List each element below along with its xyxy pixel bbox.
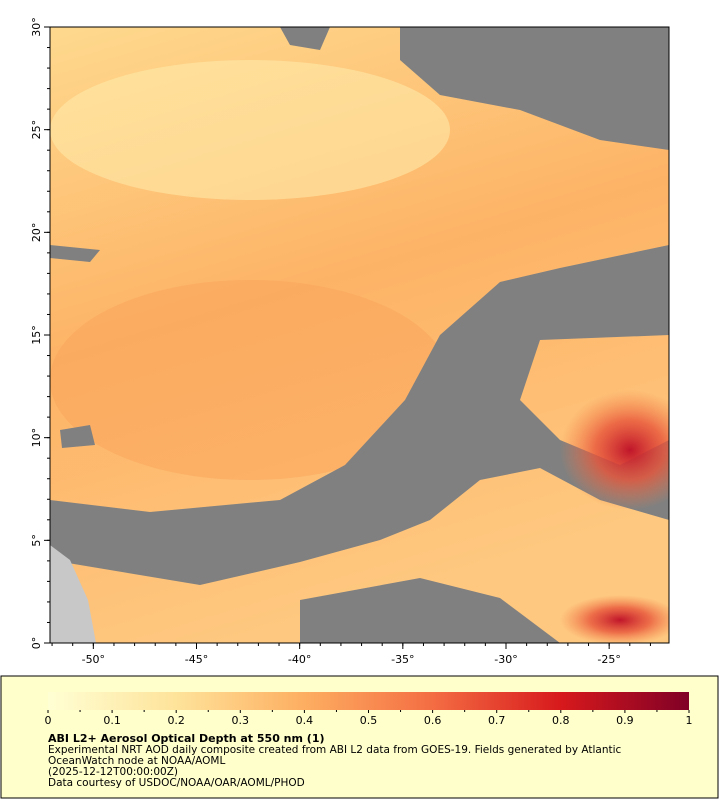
x-tick-label: -45° bbox=[185, 653, 208, 666]
x-tick-label: -40° bbox=[288, 653, 311, 666]
colorbar-tick-label: 0.3 bbox=[232, 714, 250, 727]
colorbar-tick-label: 0.1 bbox=[103, 714, 121, 727]
colorbar-tick-label: 0.4 bbox=[296, 714, 314, 727]
caption-line: (2025-12-12T00:00:00Z) bbox=[48, 766, 178, 778]
y-tick-label: 5° bbox=[30, 534, 43, 547]
aod-map bbox=[50, 27, 669, 643]
colorbar-tick-label: 0.5 bbox=[360, 714, 378, 727]
colorbar bbox=[48, 692, 689, 710]
y-tick-label: 0° bbox=[30, 637, 43, 650]
colorbar-tick-label: 0.7 bbox=[488, 714, 506, 727]
caption-line: OceanWatch node at NOAA/AOML bbox=[48, 755, 225, 767]
x-tick-label: -30° bbox=[494, 653, 517, 666]
x-tick-label: -35° bbox=[391, 653, 414, 666]
y-tick-label: 25° bbox=[30, 120, 43, 140]
colorbar-tick-label: 1 bbox=[686, 714, 693, 727]
y-tick-label: 10° bbox=[30, 428, 43, 448]
colorbar-tick-label: 0.8 bbox=[552, 714, 570, 727]
y-tick-label: 30° bbox=[30, 17, 43, 37]
colorbar-tick-label: 0.9 bbox=[616, 714, 634, 727]
colorbar-tick-label: 0 bbox=[45, 714, 52, 727]
x-tick-label: -25° bbox=[597, 653, 620, 666]
y-tick-label: 15° bbox=[30, 325, 43, 345]
caption-line: Experimental NRT AOD daily composite cre… bbox=[48, 744, 622, 756]
caption-title: ABI L2+ Aerosol Optical Depth at 550 nm … bbox=[48, 732, 325, 745]
x-tick-label: -50° bbox=[82, 653, 105, 666]
y-tick-label: 20° bbox=[30, 223, 43, 243]
colorbar-tick-label: 0.6 bbox=[424, 714, 442, 727]
colorbar-tick-label: 0.2 bbox=[167, 714, 185, 727]
caption-line: Data courtesy of USDOC/NOAA/OAR/AOML/PHO… bbox=[48, 777, 305, 789]
